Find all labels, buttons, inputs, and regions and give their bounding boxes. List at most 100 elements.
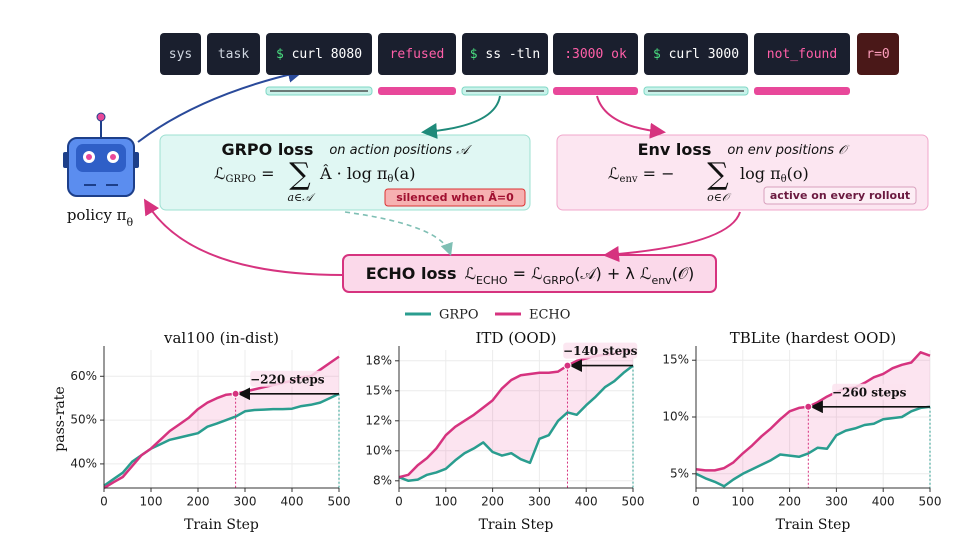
formula-part: = xyxy=(256,164,275,183)
x-tick-label: 500 xyxy=(919,495,942,509)
annotation-text: −260 steps xyxy=(832,385,907,399)
env-badge-bg xyxy=(763,186,917,205)
arrow xyxy=(143,198,344,276)
arrow xyxy=(596,95,666,139)
y-tick-label: 12% xyxy=(365,413,392,427)
formula-part: (a) xyxy=(393,164,415,183)
x-tick-label: 300 xyxy=(234,495,257,509)
token-text: $ curl 8080 xyxy=(276,47,362,62)
env-bar xyxy=(754,87,850,95)
token-box xyxy=(266,33,372,75)
sum-symbol: ∑ xyxy=(289,157,311,192)
token-text: $ ss -tln xyxy=(470,47,540,62)
token-label: ss -tln xyxy=(485,47,540,62)
box-title: Env loss on env positions 𝒪 xyxy=(638,140,851,159)
env-bar xyxy=(378,87,456,95)
chart-title: ITD (OOD) xyxy=(475,329,556,347)
formula-part: (o) xyxy=(787,164,809,183)
token-box xyxy=(857,33,899,75)
token-box xyxy=(754,33,850,75)
subscript: ECHO xyxy=(476,274,508,287)
formula-part: = ℒ xyxy=(508,264,543,283)
formula-part: (𝒜) + λ ℒ xyxy=(574,264,651,283)
subscript: env xyxy=(620,174,638,185)
x-axis-label: Train Step xyxy=(184,517,259,533)
token-box xyxy=(462,33,548,75)
x-tick-label: 0 xyxy=(100,495,108,509)
y-tick-label: 60% xyxy=(70,369,97,383)
x-axis-label: Train Step xyxy=(776,517,851,533)
token-box xyxy=(207,33,260,75)
badge: silenced when Â=0 xyxy=(396,191,514,204)
token-label: sys xyxy=(169,47,192,62)
token-text: :3000 ok xyxy=(564,47,627,62)
x-axis-label: Train Step xyxy=(479,517,554,533)
formula-part: = − xyxy=(638,164,675,183)
annotation-bg xyxy=(832,383,907,400)
token-space xyxy=(661,47,669,62)
y-tick-label: 18% xyxy=(365,353,392,367)
token-box xyxy=(553,33,638,75)
policy-label: policy πθ xyxy=(67,206,134,229)
token-text: not_found xyxy=(767,47,837,62)
token-space xyxy=(284,47,292,62)
subscript: θ xyxy=(387,174,393,185)
badge: active on every rollout xyxy=(770,189,910,202)
y-tick-label: 5% xyxy=(670,466,689,480)
y-tick-label: 40% xyxy=(70,456,97,470)
box-subtitle: on env positions 𝒪 xyxy=(727,143,850,158)
legend-label: ECHO xyxy=(529,308,570,323)
echo-formula: ECHO loss ℒECHO = ℒGRPO(𝒜) + λ ℒenv(𝒪) xyxy=(366,264,695,287)
x-tick-label: 200 xyxy=(778,495,801,509)
subscript: GRPO xyxy=(226,174,256,185)
arrow xyxy=(421,95,501,139)
token-label: curl 8080 xyxy=(292,47,362,62)
formula-part: ℒ xyxy=(464,264,476,283)
annotation-bg xyxy=(250,370,325,387)
subscript: θ xyxy=(781,174,787,185)
y-tick-label: 10% xyxy=(365,443,392,457)
sum-limit: o∈𝒪 xyxy=(707,191,732,204)
token-text: refused xyxy=(390,47,445,62)
subscript: GRPO xyxy=(543,274,575,287)
y-tick-label: 15% xyxy=(365,383,392,397)
formula-part: ℒ xyxy=(608,164,620,183)
x-tick-label: 200 xyxy=(187,495,210,509)
echo-title: ECHO loss xyxy=(366,264,457,283)
box-title-main: GRPO loss xyxy=(221,140,313,159)
token-box xyxy=(160,33,201,75)
target-point xyxy=(804,402,813,411)
x-tick-label: 400 xyxy=(872,495,895,509)
y-tick-label: 8% xyxy=(373,473,392,487)
token-box xyxy=(644,33,748,75)
formula: log πθ(o) xyxy=(740,164,809,186)
x-tick-label: 0 xyxy=(692,495,700,509)
formula: Â · log πθ(a) xyxy=(319,163,415,186)
token-prompt: $ xyxy=(276,47,284,62)
token-prompt: $ xyxy=(470,47,478,62)
env-bar xyxy=(553,87,638,95)
gap-fill xyxy=(696,352,930,487)
y-tick-label: 10% xyxy=(662,410,689,424)
box-title-main: Env loss xyxy=(638,140,712,159)
gap-fill xyxy=(399,350,633,481)
box-title-gap xyxy=(711,140,727,159)
token-text: task xyxy=(218,47,249,62)
token-label: refused xyxy=(390,47,445,62)
robot-icon xyxy=(63,112,139,197)
grpo-badge-bg xyxy=(384,188,526,207)
token-label: task xyxy=(218,47,249,62)
formula-part: (𝒪) xyxy=(672,264,695,283)
formula: ℒenv = − xyxy=(608,164,675,186)
y-tick-label: 50% xyxy=(70,413,97,427)
token-box xyxy=(378,33,456,75)
box-subtitle: on action positions 𝒜 xyxy=(329,143,472,158)
sum-symbol: ∑ xyxy=(707,157,729,192)
echo-gap xyxy=(456,264,464,283)
series-line xyxy=(695,405,931,488)
formula-part: ℒ xyxy=(214,164,226,183)
x-tick-label: 100 xyxy=(140,495,163,509)
x-tick-label: 500 xyxy=(622,495,645,509)
y-tick-label: 15% xyxy=(662,353,689,367)
